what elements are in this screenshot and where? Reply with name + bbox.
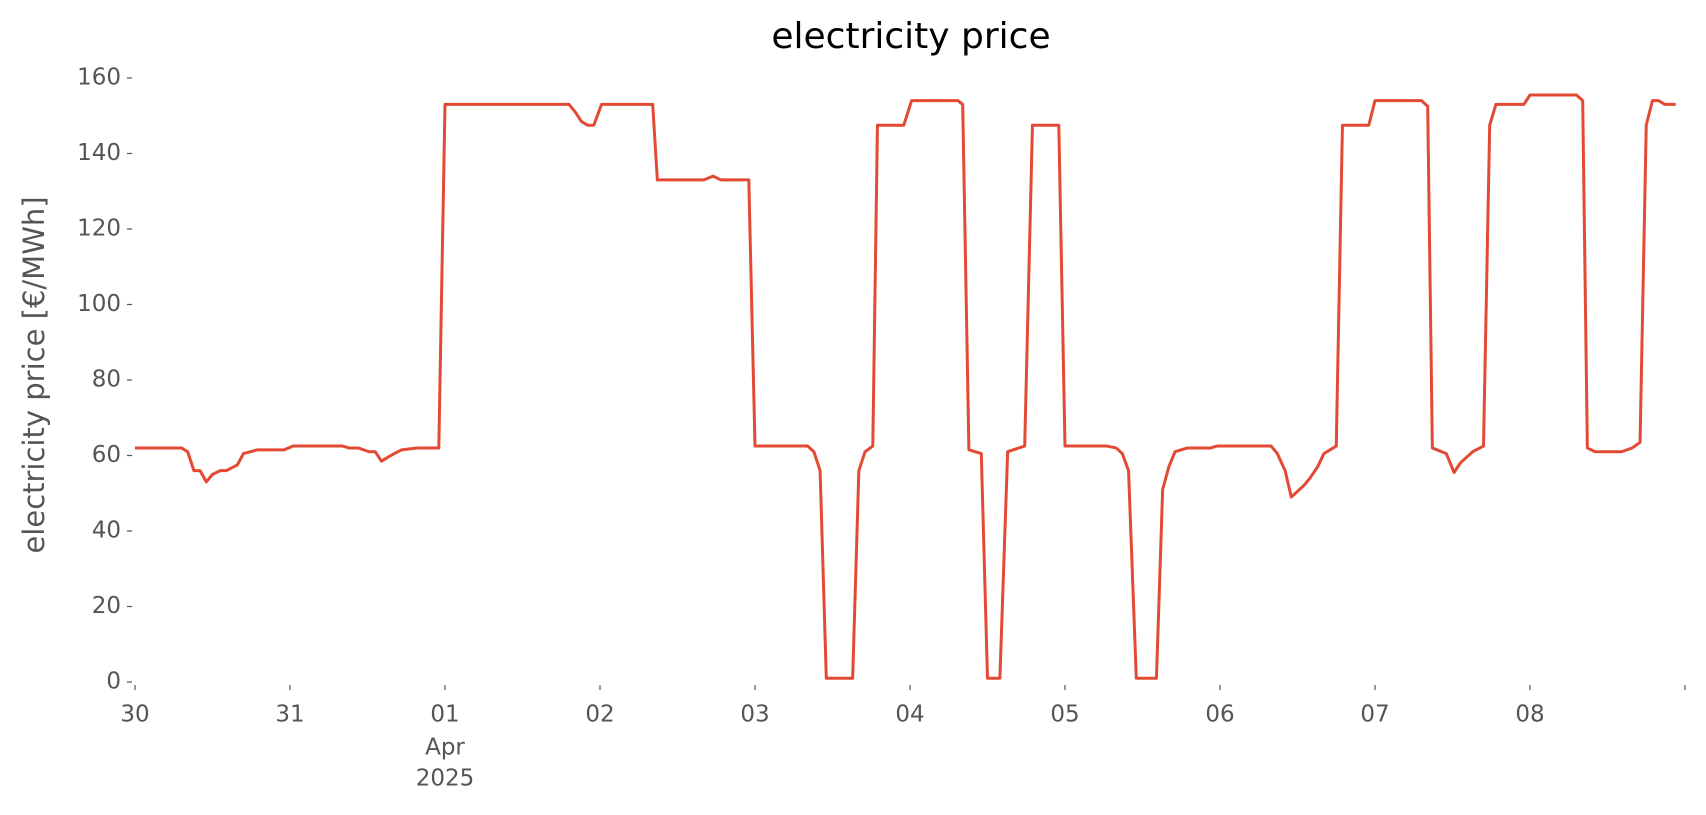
- y-tick-label: 120: [77, 216, 121, 242]
- x-tick-label: 31: [275, 702, 304, 728]
- x-tick-label: 07: [1360, 702, 1389, 728]
- y-tick-label: 100: [77, 291, 121, 317]
- x-tick-label: 02: [585, 702, 614, 728]
- x-tick-label: 06: [1205, 702, 1234, 728]
- x-tick-label: 30: [120, 702, 149, 728]
- chart-title: electricity price: [771, 16, 1050, 57]
- x-date-label: 2025: [416, 766, 475, 792]
- y-tick-label: 80: [92, 367, 121, 393]
- x-date-label: Apr: [425, 735, 465, 761]
- x-tick-label: 01: [430, 702, 459, 728]
- price-line: [135, 93, 1676, 680]
- x-tick-label: 05: [1050, 702, 1079, 728]
- x-tick-label: 03: [740, 702, 769, 728]
- y-axis-label: electricity price [€/MWh]: [17, 196, 51, 553]
- y-tick-label: 0: [106, 669, 121, 695]
- x-tick-label: 04: [895, 702, 924, 728]
- y-tick-label: 20: [92, 593, 121, 619]
- y-tick-label: 160: [77, 65, 121, 91]
- y-tick-label: 40: [92, 518, 121, 544]
- y-tick-label: 60: [92, 442, 121, 468]
- y-tick-label: 140: [77, 140, 121, 166]
- x-tick-label: 08: [1515, 702, 1544, 728]
